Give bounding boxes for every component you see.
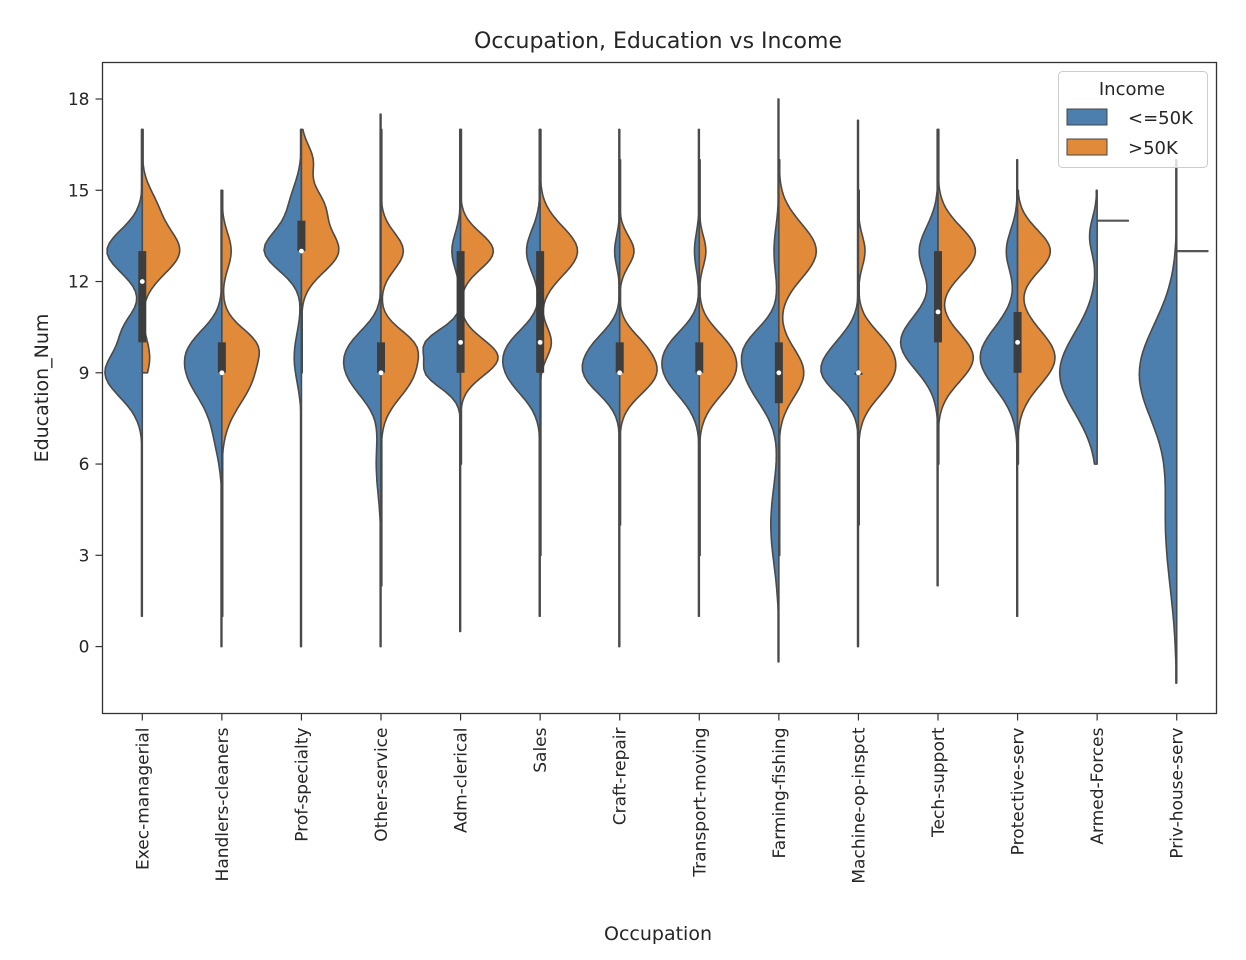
x-tick-label-priv-house-serv: Priv-house-serv	[1168, 728, 1188, 859]
median-protective-serv	[1015, 339, 1020, 345]
x-axis-label: Occupation	[604, 923, 712, 945]
x-tick-label-sales: Sales	[531, 727, 551, 772]
x-tick-label-handlers-cleaners: Handlers-cleaners	[213, 727, 233, 881]
median-sales	[537, 339, 543, 345]
legend-label-le-50k: <=50K	[1128, 108, 1194, 129]
box-transport-moving	[695, 342, 704, 373]
violin-farming-fishing-gt-50k	[778, 159, 818, 557]
x-tick-label-armed-forces: Armed-Forces	[1088, 727, 1108, 844]
violin-tech-support-le-50k	[899, 128, 939, 587]
violins-layer	[104, 98, 1209, 684]
y-axis: 0 3 6 9 12 15 18	[68, 90, 103, 658]
box-tech-support	[934, 251, 942, 343]
x-tick-label-machine-op-inspct: Machine-op-inspct	[849, 727, 869, 883]
x-tick-label-adm-clerical: Adm-clerical	[452, 728, 472, 834]
boxes-layer	[138, 220, 1022, 404]
box-sales	[536, 251, 545, 373]
y-tick-label: 3	[79, 546, 90, 566]
x-tick-label-prof-specialty: Prof-specialty	[292, 728, 312, 842]
x-tick-label-craft-repair: Craft-repair	[611, 727, 631, 825]
x-tick-label-protective-serv: Protective-serv	[1009, 728, 1029, 856]
box-exec-managerial	[138, 251, 147, 343]
plot-frame	[101, 61, 1218, 715]
legend-title: Income	[1099, 79, 1165, 100]
median-craft-repair	[617, 370, 623, 376]
median-handlers-cleaners	[219, 370, 225, 376]
x-tick-label-exec-managerial: Exec-managerial	[133, 728, 153, 871]
legend-label-gt-50k: >50K	[1128, 138, 1179, 159]
violin-sales-le-50k	[501, 128, 541, 617]
legend: Income <=50K >50K	[1058, 71, 1208, 168]
median-machine-op-inspct	[856, 370, 861, 376]
y-axis-label: Education_Num	[31, 314, 53, 463]
violin-prof-specialty-gt-50k	[300, 128, 340, 374]
violin-machine-op-inspct-le-50k	[820, 119, 860, 648]
box-adm-clerical	[456, 251, 465, 373]
x-tick-label-other-service: Other-service	[372, 728, 392, 842]
legend-swatch-le-50k	[1066, 108, 1108, 126]
violin-priv-house-serv-le-50k	[1138, 159, 1178, 684]
median-adm-clerical	[458, 339, 463, 345]
x-tick-label-farming-fishing: Farming-fishing	[770, 728, 790, 859]
y-tick-label: 12	[68, 273, 90, 293]
y-tick-label: 0	[79, 638, 90, 658]
y-tick-label: 9	[79, 364, 90, 384]
box-other-service	[377, 342, 385, 373]
legend-swatch-gt-50k	[1066, 138, 1108, 156]
median-prof-specialty	[299, 248, 304, 254]
box-craft-repair	[615, 342, 624, 373]
y-tick-label: 18	[68, 90, 90, 110]
violin-craft-repair-gt-50k	[618, 159, 658, 526]
violin-other-service-gt-50k	[380, 128, 420, 587]
box-handlers-cleaners	[217, 342, 226, 373]
violin-handlers-cleaners-gt-50k	[221, 189, 261, 617]
y-tick-label: 15	[68, 181, 90, 201]
violin-protective-serv-le-50k	[979, 159, 1019, 617]
violin-transport-moving-gt-50k	[698, 159, 738, 557]
median-other-service	[378, 370, 384, 376]
median-exec-managerial	[139, 279, 145, 284]
x-tick-label-transport-moving: Transport-moving	[690, 728, 710, 878]
x-tick-label-tech-support: Tech-support	[929, 727, 949, 838]
violin-craft-repair-le-50k	[581, 128, 621, 648]
violin-protective-serv-gt-50k	[1016, 189, 1056, 465]
x-axis: Exec-managerial Handlers-cleaners Prof-spe…	[133, 713, 1188, 884]
median-farming-fishing	[776, 370, 782, 376]
median-transport-moving	[696, 370, 702, 376]
chart-title: Occupation, Education vs Income	[474, 29, 842, 54]
box-prof-specialty	[297, 220, 306, 252]
y-tick-label: 6	[79, 455, 90, 475]
median-tech-support	[935, 309, 941, 315]
violin-armed-forces-le-50k	[1058, 189, 1098, 465]
violin-machine-op-inspct-gt-50k	[857, 189, 897, 526]
violin-tech-support-gt-50k	[937, 128, 977, 465]
violin-exec-managerial-le-50k	[104, 128, 144, 617]
violin-prof-specialty-le-50k	[263, 128, 303, 648]
violin-sales-gt-50k	[539, 128, 579, 557]
